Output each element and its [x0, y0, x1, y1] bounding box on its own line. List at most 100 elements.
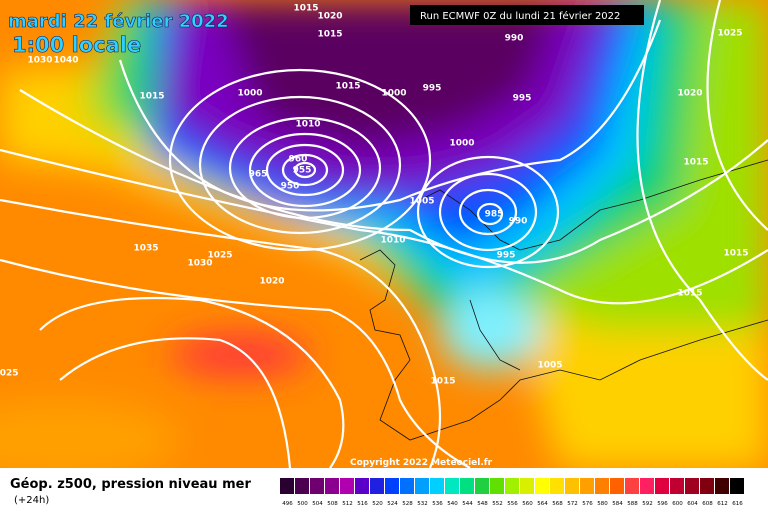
scale-swatch: [505, 478, 519, 494]
isobar-label: 1000: [381, 89, 406, 99]
scale-label: 604: [687, 501, 698, 507]
scale-swatch: [535, 478, 549, 494]
scale-swatch: [430, 478, 444, 494]
isobar-label: 1010: [380, 236, 405, 246]
isobar-label: 950: [281, 182, 300, 192]
copyright: Copyright 2022 Meteociel.fr: [350, 458, 493, 468]
isobar-label: 1020: [317, 12, 342, 22]
scale-label: 548: [477, 501, 488, 507]
map: 1015 1020 1015 990 1025 1030 1040 1015 1…: [0, 0, 768, 468]
scale-label: 504: [312, 501, 323, 507]
scale-swatch: [550, 478, 564, 494]
scale-label: 580: [597, 501, 608, 507]
scale-label: 596: [657, 501, 668, 507]
scale-swatch: [445, 478, 459, 494]
scale-swatch: [730, 478, 744, 494]
scale-swatch: [520, 478, 534, 494]
run-box: [410, 5, 644, 25]
color-scale: 496 500 504 508 512 516 520 524 528 532 536 540 544 5…: [280, 478, 744, 507]
scale-label: 536: [432, 501, 443, 507]
legend-title: Géop. z500, pression niveau mer: [10, 477, 251, 492]
scale-label: 524: [387, 501, 398, 507]
isobar-labels: 1015 1020 1015 990 1025 1030 1040 1015 1…: [0, 4, 749, 387]
isobar-label: 995: [497, 251, 516, 261]
isobar-label: 1030: [27, 56, 52, 66]
scale-label: 520: [372, 501, 383, 507]
scale-label: 572: [567, 501, 578, 507]
isobar-label: 995: [513, 94, 532, 104]
isobar-label: 1015: [677, 289, 702, 299]
isobar-label: 1020: [259, 277, 284, 287]
scale-label: 544: [462, 501, 473, 507]
scale-swatch: [670, 478, 684, 494]
isobar-label: 1005: [537, 361, 562, 371]
scale-label: 612: [717, 501, 728, 507]
scale-label: 532: [417, 501, 428, 507]
isobar-label: 1015: [430, 377, 455, 387]
scale-swatch: [370, 478, 384, 494]
scale-swatch: [415, 478, 429, 494]
isobar-label: 1015: [317, 30, 342, 40]
scale-swatch: [685, 478, 699, 494]
isobar-label: 1035: [133, 244, 158, 254]
scale-swatch: [580, 478, 594, 494]
isobar-label: 1020: [677, 89, 702, 99]
isobar-label: 1025: [717, 29, 742, 39]
isobar-label: 1030: [187, 259, 212, 269]
scale-label: 592: [642, 501, 653, 507]
scale-label: 500: [297, 501, 308, 507]
scale-label: 616: [732, 501, 743, 507]
scale-swatch: [700, 478, 714, 494]
isobar-label: 995: [423, 84, 442, 94]
scale-label: 516: [357, 501, 368, 507]
scale-swatch: [595, 478, 609, 494]
isobar-label: 1040: [53, 56, 78, 66]
scale-swatch: [310, 478, 324, 494]
isobar-label: 1015: [683, 158, 708, 168]
scale-swatch: [460, 478, 474, 494]
scale-swatch: [640, 478, 654, 494]
scale-label: 540: [447, 501, 458, 507]
scale-swatch: [325, 478, 339, 494]
legend-lead: (+24h): [14, 495, 49, 506]
isobar-label: 955: [293, 166, 312, 176]
isobar-label: 1025: [207, 251, 232, 261]
scale-swatch: [475, 478, 489, 494]
scale-swatch: [490, 478, 504, 494]
scale-label: 584: [612, 501, 623, 507]
scale-label: 560: [522, 501, 533, 507]
isobar-label: 990: [505, 34, 524, 44]
isobar-label: 990: [509, 217, 528, 227]
date-label: mardi 22 février 2022: [8, 11, 229, 32]
scale-swatch: [280, 478, 294, 494]
scale-label: 512: [342, 501, 353, 507]
scale-label: 600: [672, 501, 683, 507]
isobar-label: 1015: [335, 82, 360, 92]
scale-swatch: [610, 478, 624, 494]
scale-swatch: [565, 478, 579, 494]
isobar-label: 1015: [139, 92, 164, 102]
isobar-label: 1015: [723, 249, 748, 259]
scale-swatch: [655, 478, 669, 494]
time-label: 1:00 locale: [12, 33, 141, 57]
scale-label: 568: [552, 501, 563, 507]
isobar-label: 960: [289, 155, 308, 165]
scale-swatch: [715, 478, 729, 494]
isobar-label: 1010: [295, 120, 320, 130]
scale-swatch: [340, 478, 354, 494]
isobar-label: 1025: [0, 369, 19, 379]
scale-swatch: [355, 478, 369, 494]
scale-label: 496: [282, 501, 293, 507]
isobar-label: 1000: [449, 139, 474, 149]
scale-swatch: [295, 478, 309, 494]
isobar-label: 985: [485, 210, 504, 220]
scale-swatch: [400, 478, 414, 494]
isobar-label: 1005: [409, 197, 434, 207]
scale-label: 508: [327, 501, 338, 507]
scale-label: 528: [402, 501, 413, 507]
scale-swatch: [625, 478, 639, 494]
run-label: Run ECMWF 0Z du lundi 21 février 2022: [420, 10, 620, 22]
scale-swatch: [385, 478, 399, 494]
